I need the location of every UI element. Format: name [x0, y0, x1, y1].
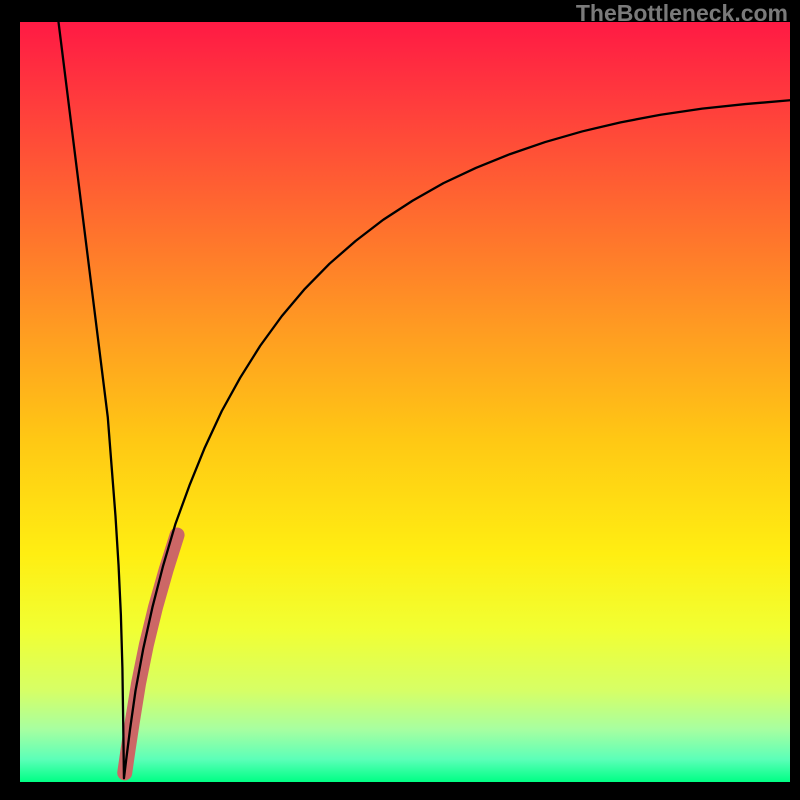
chart-frame: TheBottleneck.com: [0, 0, 800, 800]
curve-svg: [20, 22, 790, 782]
watermark-text: TheBottleneck.com: [576, 0, 788, 27]
plot-area: [20, 22, 790, 782]
